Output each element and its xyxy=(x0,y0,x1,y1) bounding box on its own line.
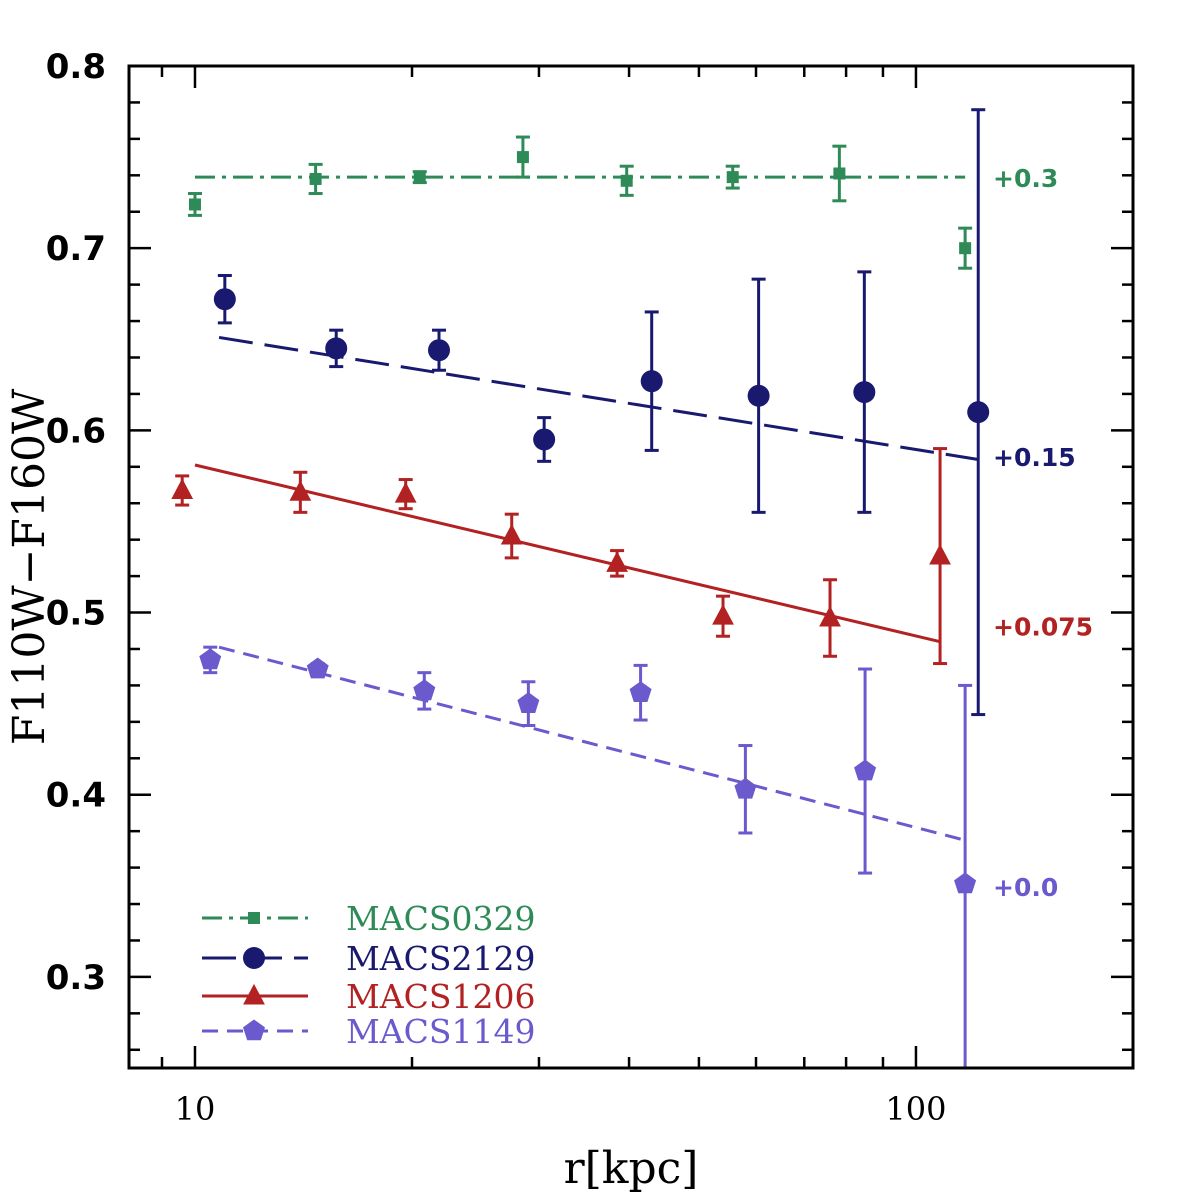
offset-label-layer: +0.3 +0.15 +0.075 +0.0 xyxy=(993,164,1093,902)
data-point xyxy=(734,777,757,799)
data-point xyxy=(629,681,652,702)
data-point xyxy=(640,370,663,393)
data-point xyxy=(833,167,846,180)
y-tick-label: 0.5 xyxy=(46,594,106,634)
y-tick-label: 0.3 xyxy=(46,958,106,998)
tick-layer xyxy=(129,64,1135,1068)
data-point xyxy=(171,478,194,499)
data-point xyxy=(199,648,222,670)
data-point xyxy=(954,872,977,894)
data-point xyxy=(394,482,417,503)
fit-line-macs1149 xyxy=(218,645,966,842)
legend-label: MACS1149 xyxy=(346,1012,535,1051)
legend-label: MACS0329 xyxy=(346,899,535,938)
legend-entry-macs0329: MACS0329 xyxy=(202,899,535,938)
data-point xyxy=(325,337,348,360)
legend-marker xyxy=(243,1019,265,1041)
offset-label-macs2129: +0.15 xyxy=(993,443,1076,472)
data-point xyxy=(620,174,633,187)
tick-label-layer: 0.3 0.4 0.5 0.6 0.7 0.8 10 100 xyxy=(46,47,947,1128)
legend-marker xyxy=(243,947,265,969)
series-layer xyxy=(171,108,990,1068)
plot-frame xyxy=(127,64,1135,1070)
series-macs2129 xyxy=(213,108,990,717)
legend-entry-macs2129: MACS2129 xyxy=(202,939,535,978)
legend-label: MACS2129 xyxy=(346,939,535,978)
legend-marker xyxy=(243,983,265,1005)
x-tick-label: 10 xyxy=(175,1090,216,1128)
data-point xyxy=(533,428,556,451)
data-point xyxy=(309,172,322,185)
data-point xyxy=(500,523,523,545)
data-point xyxy=(726,171,739,184)
data-point xyxy=(413,679,436,701)
legend-entry-macs1149: MACS1149 xyxy=(202,1012,535,1051)
legend-entry-macs1206: MACS1206 xyxy=(202,977,535,1016)
data-point xyxy=(929,543,951,565)
data-point xyxy=(967,401,990,424)
series-macs0329 xyxy=(187,135,973,270)
data-point xyxy=(606,551,628,572)
series-macs1149 xyxy=(199,645,977,1068)
data-point xyxy=(289,480,312,501)
data-point xyxy=(959,242,972,255)
legend-marker xyxy=(248,912,260,924)
data-point xyxy=(517,692,540,713)
data-point xyxy=(819,605,841,627)
data-point xyxy=(853,381,876,404)
data-point xyxy=(428,339,451,362)
data-point xyxy=(213,288,236,311)
offset-label-macs0329: +0.3 xyxy=(993,164,1058,193)
y-tick-label: 0.7 xyxy=(46,229,106,269)
y-tick-label: 0.4 xyxy=(46,776,106,816)
offset-label-macs1149: +0.0 xyxy=(993,873,1058,902)
data-point xyxy=(306,657,329,679)
data-point xyxy=(188,198,201,211)
legend-label: MACS1206 xyxy=(346,977,535,1016)
data-point xyxy=(712,604,734,625)
y-tick-label: 0.6 xyxy=(46,411,106,451)
fit-line-macs1206 xyxy=(194,463,941,644)
data-point xyxy=(747,384,770,407)
data-point xyxy=(854,759,877,781)
offset-label-macs1206: +0.075 xyxy=(993,612,1093,641)
fit-line-macs2129 xyxy=(218,335,979,461)
x-tick-label: 100 xyxy=(885,1090,946,1128)
data-point xyxy=(413,171,426,184)
series-macs1206 xyxy=(171,447,951,666)
data-point xyxy=(516,151,529,164)
y-axis-label: F110W−F160W xyxy=(4,388,55,745)
x-axis-label: r[kpc] xyxy=(564,1143,699,1194)
y-tick-label: 0.8 xyxy=(46,47,106,87)
